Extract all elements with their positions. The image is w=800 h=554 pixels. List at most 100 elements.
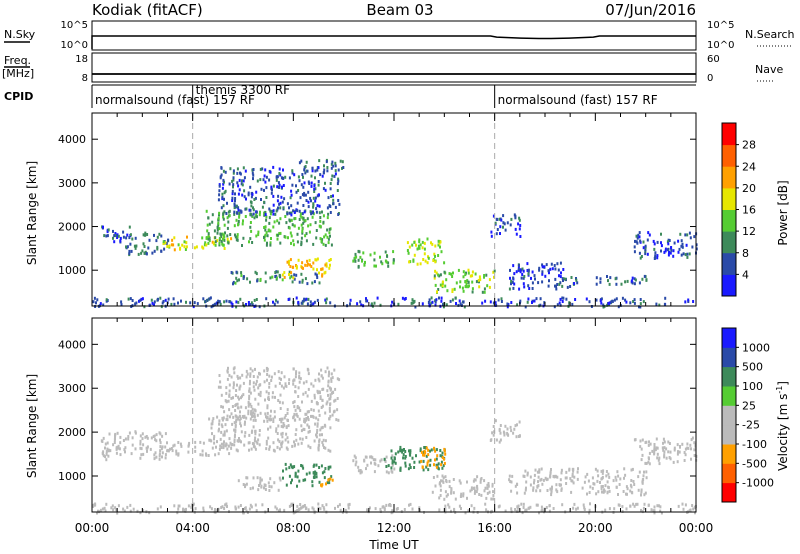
- range-gate-cell: [663, 453, 666, 457]
- range-gate-cell: [291, 183, 294, 187]
- range-gate-cell: [404, 450, 407, 453]
- range-gate-cell: [278, 418, 281, 421]
- range-gate-cell: [481, 301, 484, 305]
- range-gate-cell: [512, 286, 515, 290]
- range-gate-cell: [264, 412, 267, 416]
- range-gate-cell: [212, 417, 215, 421]
- range-gate-cell: [291, 478, 293, 482]
- range-gate-cell: [400, 448, 403, 452]
- range-gate-cell: [275, 427, 278, 431]
- range-gate-cell: [284, 382, 287, 386]
- range-gate-cell: [243, 414, 246, 418]
- range-gate-cell: [251, 407, 254, 411]
- range-gate-cell: [208, 236, 211, 240]
- range-gate-cell: [415, 454, 417, 458]
- range-gate-cell: [263, 238, 266, 242]
- range-gate-cell: [305, 436, 308, 439]
- range-gate-cell: [243, 176, 246, 180]
- range-gate-cell: [273, 410, 276, 414]
- range-gate-cell: [471, 280, 474, 284]
- range-gate-cell: [280, 442, 283, 446]
- range-gate-cell: [689, 508, 692, 512]
- range-gate-cell: [253, 439, 256, 442]
- range-gate-cell: [229, 415, 231, 419]
- range-gate-cell: [219, 175, 222, 179]
- range-gate-cell: [270, 409, 272, 413]
- range-gate-cell: [220, 235, 223, 239]
- range-gate-cell: [426, 463, 429, 467]
- range-gate-cell: [141, 249, 144, 253]
- range-gate-cell: [194, 445, 197, 449]
- range-gate-cell: [128, 252, 131, 255]
- range-gate-cell: [427, 301, 430, 304]
- range-gate-cell: [160, 234, 163, 238]
- range-gate-cell: [329, 426, 332, 430]
- range-gate-cell: [387, 261, 390, 265]
- range-gate-cell: [124, 437, 127, 441]
- range-gate-cell: [199, 453, 202, 457]
- range-gate-cell: [236, 235, 239, 239]
- range-gate-cell: [485, 508, 488, 512]
- range-gate-cell: [357, 264, 360, 268]
- range-gate-cell: [233, 371, 236, 375]
- range-gate-cell: [327, 374, 330, 378]
- range-gate-cell: [297, 442, 300, 446]
- range-gate-cell: [320, 464, 323, 468]
- range-gate-cell: [256, 179, 259, 183]
- range-gate-cell: [416, 247, 419, 251]
- range-gate-cell: [253, 412, 256, 416]
- range-gate-cell: [490, 438, 493, 442]
- range-gate-cell: [297, 469, 300, 473]
- range-gate-cell: [220, 233, 223, 237]
- range-gate-cell: [311, 480, 314, 484]
- range-gate-cell: [130, 249, 133, 253]
- range-gate-cell: [131, 443, 134, 447]
- range-gate-cell: [243, 434, 246, 438]
- range-gate-cell: [251, 192, 254, 196]
- range-gate-cell: [673, 448, 676, 452]
- range-gate-cell: [238, 386, 241, 390]
- nave-tick-bottom: 0: [707, 73, 713, 84]
- range-gate-cell: [259, 481, 262, 485]
- range-gate-cell: [686, 446, 689, 450]
- range-gate-cell: [310, 265, 313, 268]
- range-gate-cell: [311, 211, 314, 215]
- range-gate-cell: [455, 302, 457, 305]
- range-gate-cell: [303, 504, 306, 507]
- range-gate-cell: [305, 417, 308, 420]
- range-gate-cell: [486, 486, 489, 490]
- range-gate-cell: [114, 234, 117, 238]
- range-gate-cell: [225, 502, 228, 506]
- range-gate-cell: [276, 432, 279, 435]
- range-gate-cell: [307, 425, 310, 429]
- range-gate-cell: [122, 507, 125, 511]
- range-gate-cell: [252, 381, 255, 385]
- range-gate-cell: [617, 493, 619, 496]
- range-gate-cell: [225, 299, 228, 303]
- range-gate-cell: [228, 389, 231, 393]
- range-gate-cell: [303, 168, 306, 172]
- range-gate-cell: [221, 425, 224, 429]
- range-gate-cell: [226, 377, 229, 381]
- range-gate-cell: [228, 373, 231, 377]
- range-gate-cell: [631, 276, 634, 280]
- range-gate-cell: [451, 288, 454, 292]
- range-gate-cell: [530, 276, 532, 280]
- range-gate-cell: [249, 367, 252, 371]
- range-gate-cell: [238, 278, 240, 282]
- range-gate-cell: [238, 211, 241, 215]
- range-gate-cell: [217, 429, 220, 433]
- range-gate-cell: [498, 504, 501, 508]
- range-gate-cell: [562, 296, 565, 300]
- range-gate-cell: [655, 302, 658, 306]
- range-gate-cell: [422, 258, 425, 261]
- range-gate-cell: [491, 484, 494, 488]
- range-gate-cell: [205, 209, 208, 213]
- range-gate-cell: [642, 506, 645, 510]
- range-gate-cell: [393, 456, 396, 460]
- range-gate-cell: [124, 446, 127, 450]
- y-tick-label: 4000: [58, 133, 86, 146]
- range-gate-cell: [512, 276, 515, 280]
- range-gate-cell: [492, 270, 495, 274]
- range-gate-cell: [329, 211, 332, 214]
